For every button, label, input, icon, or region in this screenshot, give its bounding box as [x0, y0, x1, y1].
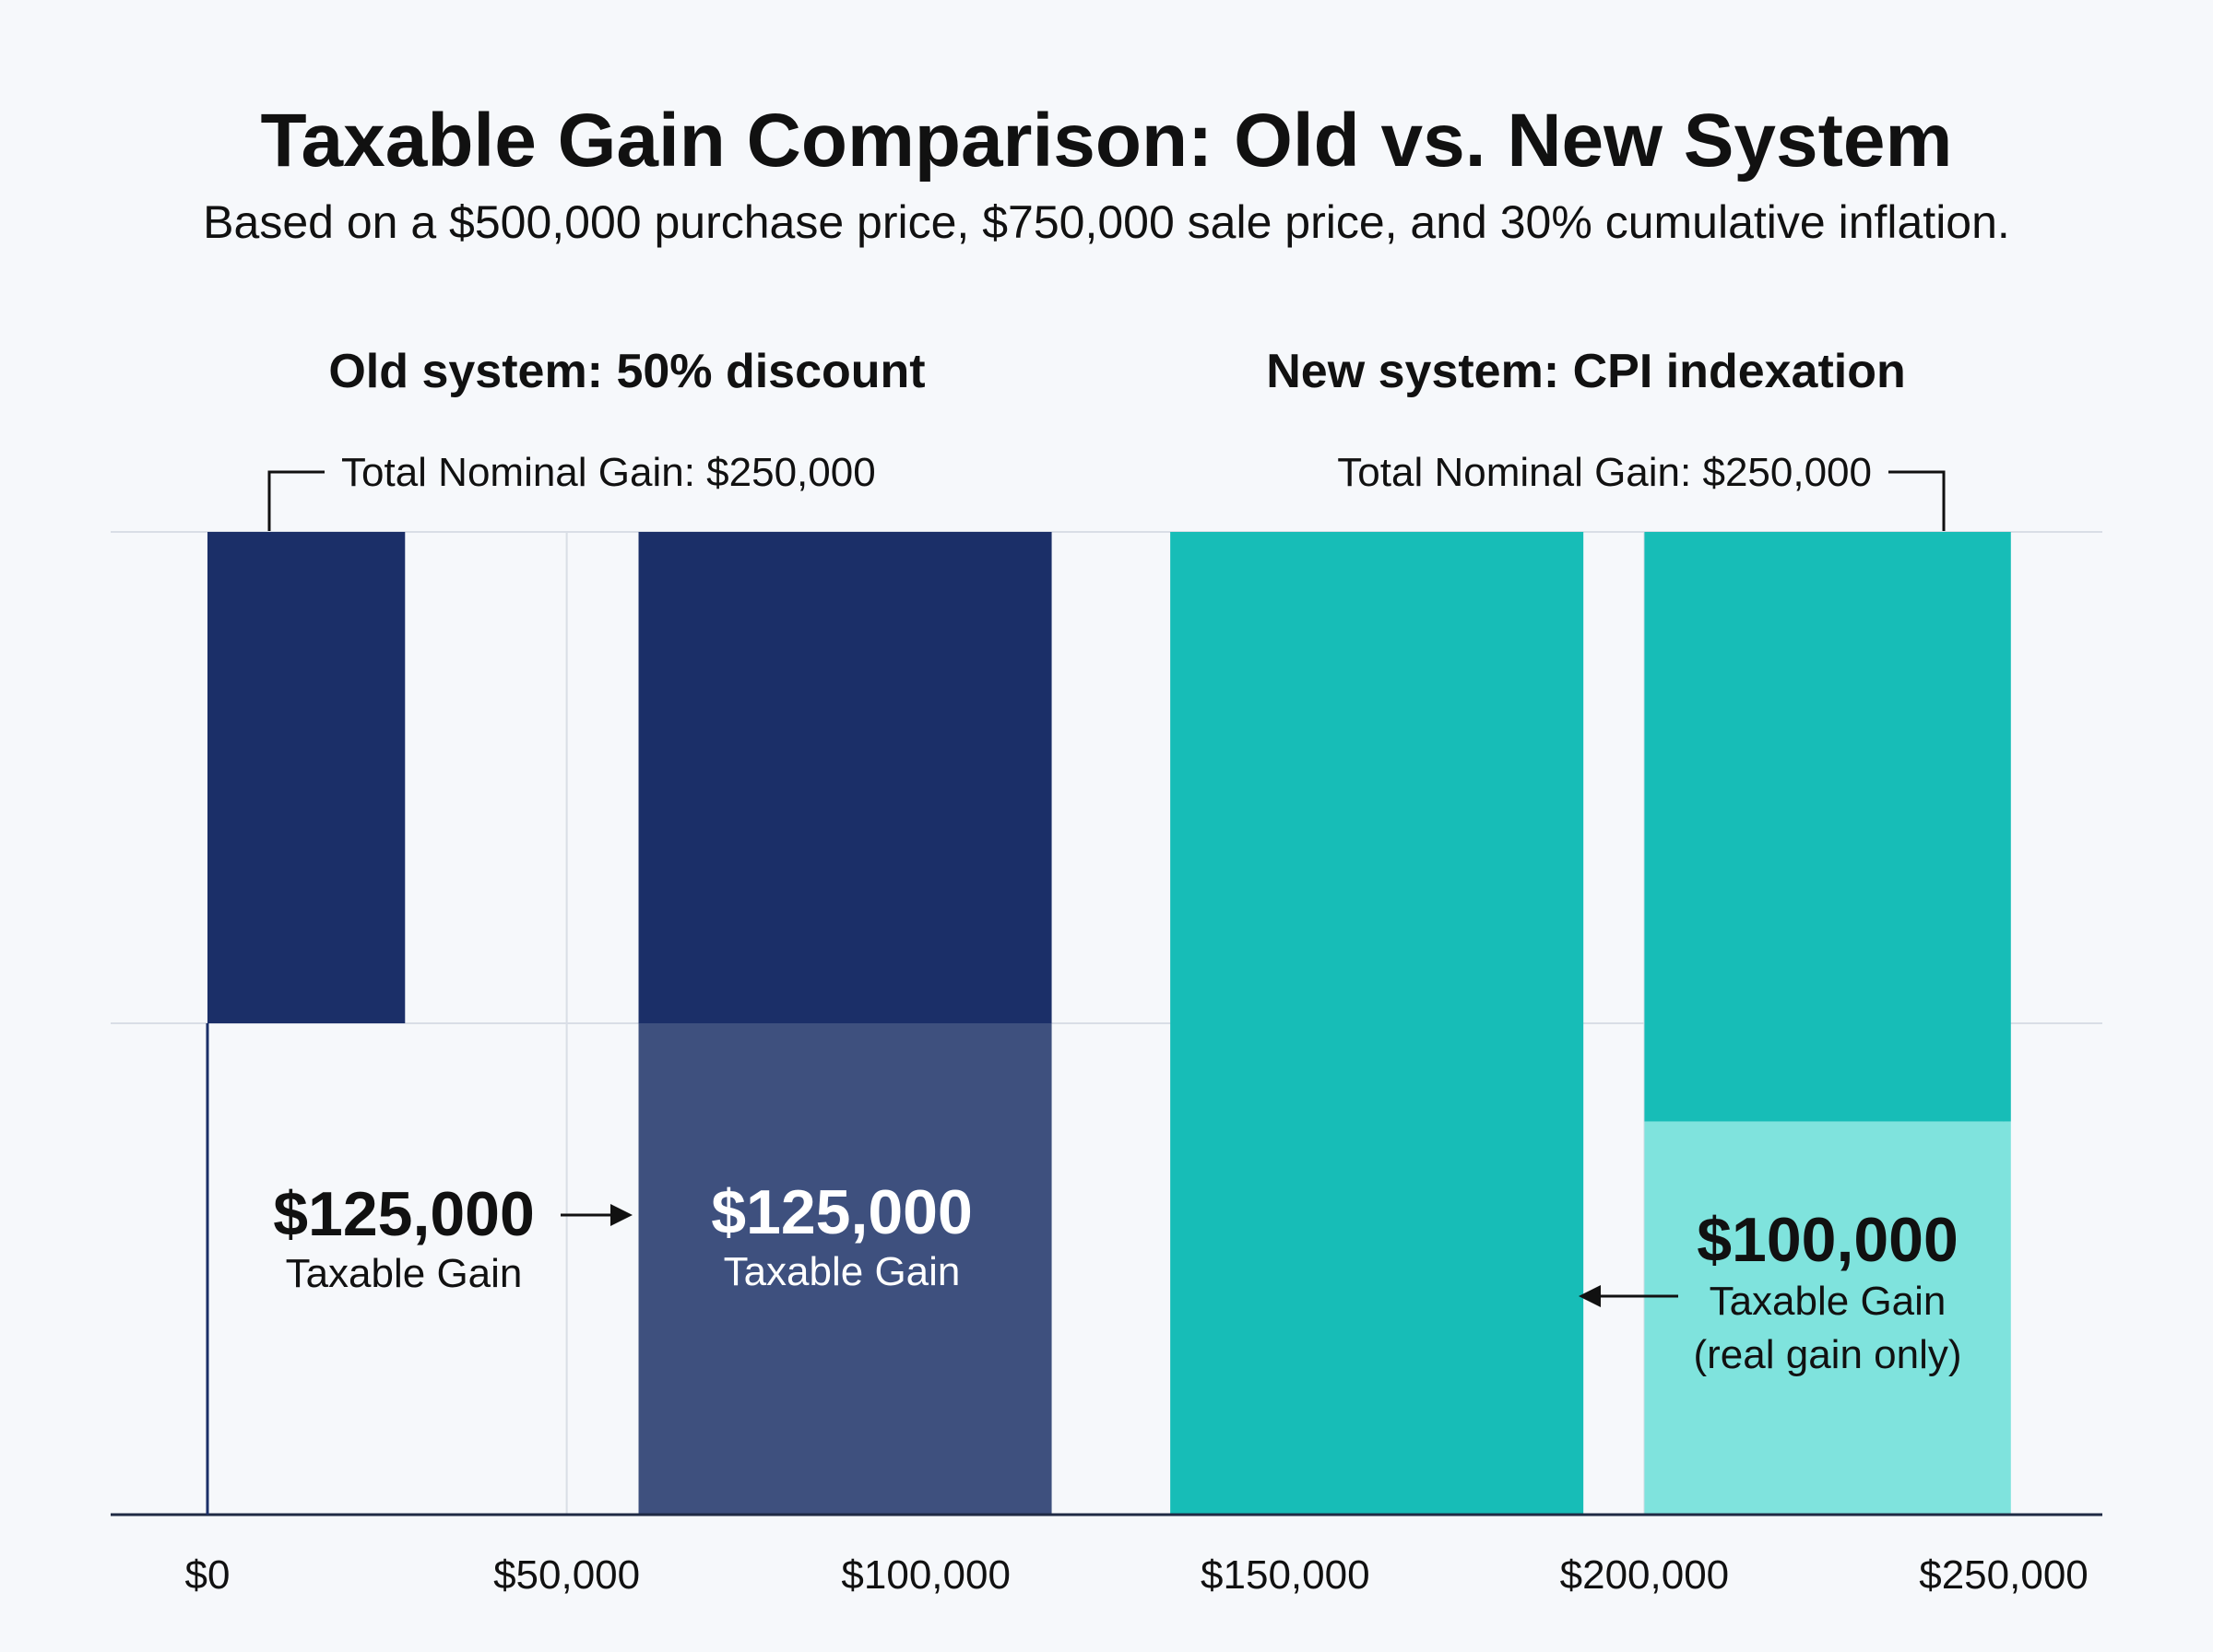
annotation-new-taxable-label: Taxable Gain — [1710, 1279, 1947, 1324]
x-tick-label-2: $100,000 — [841, 1552, 1011, 1598]
chart-title: Taxable Gain Comparison: Old vs. New Sys… — [261, 99, 1953, 183]
bracket-label-new-system: Total Nominal Gain: $250,000 — [1337, 450, 1872, 495]
bracket-old-system — [267, 470, 325, 533]
annotation-old-taxable: $125,000 Taxable Gain — [711, 1177, 973, 1294]
arrow-right-icon-head — [610, 1204, 633, 1226]
x-axis-tick-labels: $0 $50,000 $100,000 $150,000 $200,000 $250,00… — [185, 1552, 2089, 1598]
x-tick-label-5: $250,000 — [1919, 1552, 2089, 1598]
annotation-old-taxable-label: Taxable Gain — [724, 1249, 961, 1294]
bar-1 — [638, 532, 1052, 1023]
panel-title-old-system: Old system: 50% discount — [328, 345, 925, 398]
annotation-old-discount-label: Taxable Gain — [286, 1251, 523, 1296]
annotation-new-taxable-label2: (real gain only) — [1693, 1332, 1961, 1377]
bar-0 — [207, 532, 406, 1023]
x-tick-label-1: $50,000 — [493, 1552, 640, 1598]
annotation-new-taxable-value: $100,000 — [1697, 1205, 1959, 1275]
arrow-left-icon-head — [1579, 1285, 1601, 1307]
chart-subtitle: Based on a $500,000 purchase price, $750… — [203, 196, 2010, 248]
x-tick-label-0: $0 — [185, 1552, 231, 1598]
x-tick-label-4: $200,000 — [1560, 1552, 1730, 1598]
bar-5 — [1644, 1121, 2011, 1515]
bracket-label-old-system: Total Nominal Gain: $250,000 — [341, 450, 876, 495]
panel-title-new-system: New system: CPI indexation — [1266, 345, 1906, 398]
annotation-old-discount-value: $125,000 — [273, 1179, 535, 1249]
bars — [207, 532, 2011, 1515]
annotation-new-taxable: $100,000 Taxable Gain (real gain only) — [1579, 1205, 1962, 1377]
bar-4 — [1644, 532, 2011, 1122]
bracket-new-system — [1888, 470, 1946, 533]
annotation-old-discount: $125,000 Taxable Gain — [273, 1179, 633, 1296]
annotation-old-taxable-value: $125,000 — [711, 1177, 973, 1247]
x-tick-label-3: $150,000 — [1201, 1552, 1370, 1598]
bar-2 — [638, 1023, 1052, 1515]
bar-3 — [1170, 532, 1584, 1515]
x-axis — [111, 1023, 2102, 1516]
